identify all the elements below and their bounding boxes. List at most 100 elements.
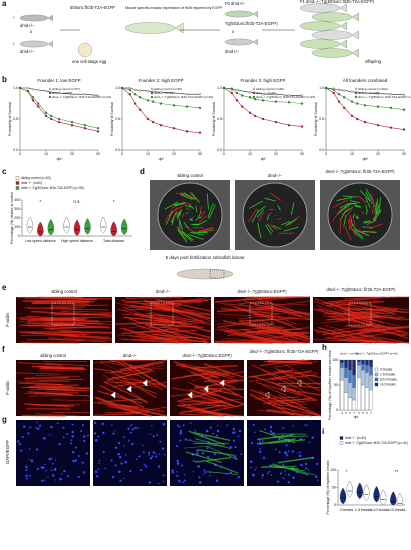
nucleus (114, 446, 118, 449)
fish-tail (47, 40, 53, 48)
legend-label: sibling control (n=60) (256, 87, 284, 91)
track (164, 208, 173, 223)
stain-label: DAPI/EGFP (5, 440, 10, 464)
significance: * (113, 199, 115, 204)
track (185, 226, 195, 233)
column-title: dmd−/−;Tg(503unc: flr2b-T2A-EGFP) (326, 287, 396, 292)
fiber (191, 367, 236, 381)
y-tick-label: 1.0 (115, 86, 120, 90)
track (343, 195, 358, 198)
point (198, 106, 202, 109)
track (277, 218, 282, 221)
nucleus (29, 426, 32, 428)
fiber (336, 301, 395, 314)
fiber (119, 364, 164, 376)
x-tick-label: 10 (350, 152, 354, 156)
fiber (60, 311, 113, 316)
bar-segment (365, 364, 369, 373)
fish-tail (47, 14, 53, 22)
y-tick-label: 0.5 (13, 117, 18, 121)
nucleus (238, 429, 242, 433)
fiber (195, 438, 232, 450)
nucleus (69, 442, 72, 445)
nucleus (63, 469, 66, 473)
fiber (29, 403, 74, 406)
fiber (206, 445, 239, 460)
nucleus (72, 459, 75, 463)
point (70, 120, 74, 124)
point (248, 111, 252, 114)
arrowhead (142, 379, 148, 387)
nucleus (189, 439, 191, 441)
track (374, 209, 382, 221)
nucleus (252, 423, 255, 426)
point (254, 98, 257, 101)
nucleus (183, 473, 186, 476)
fiber (104, 411, 150, 414)
x-axis-label: dpf (57, 157, 62, 161)
arrowhead (126, 385, 132, 393)
track (173, 202, 185, 206)
nucleus (74, 446, 78, 449)
track (374, 201, 377, 215)
nucleus (229, 445, 232, 449)
track (179, 220, 183, 231)
point (198, 131, 202, 134)
track (165, 211, 173, 225)
legend-label: dmd−/−;Tg(503unc: flr2b-T2A-EGFP) (n=65) (358, 95, 411, 99)
fiber (197, 449, 234, 456)
fiber (249, 393, 295, 416)
point (37, 88, 40, 92)
fiber (119, 404, 164, 417)
nucleus (114, 464, 117, 467)
point (26, 89, 29, 93)
nucleus (87, 434, 89, 437)
fiber (115, 382, 160, 388)
nucleus (20, 449, 23, 452)
y-tick-label: 0.0 (319, 148, 324, 152)
violin (390, 491, 397, 506)
nucleus (101, 422, 104, 426)
panel-a-text: dmd+/− (225, 49, 240, 54)
nucleus (182, 424, 185, 427)
bar-segment (352, 359, 356, 376)
fiber (272, 463, 309, 476)
point (235, 91, 239, 95)
fiber (121, 327, 180, 335)
nucleus (315, 475, 318, 478)
fiber (48, 393, 91, 397)
track (283, 226, 299, 232)
nucleus (38, 424, 42, 427)
bar-segment (369, 359, 373, 367)
fiber (31, 302, 90, 305)
nucleus (66, 433, 68, 436)
legend-swatch (252, 87, 256, 91)
track (199, 215, 208, 223)
panel-a-text: dmd+/− (20, 49, 35, 54)
track (356, 216, 359, 220)
point (96, 130, 100, 133)
point (133, 88, 137, 92)
arrowhead (203, 385, 209, 393)
nucleus (129, 425, 131, 427)
nucleus (112, 475, 115, 479)
track (365, 191, 373, 205)
track (352, 218, 356, 226)
track (189, 218, 193, 221)
nucleus (179, 439, 182, 442)
bar-segment (357, 359, 361, 362)
point (287, 94, 291, 97)
nucleus (122, 445, 125, 447)
nucleus (117, 452, 120, 456)
fiber (277, 456, 315, 464)
legend-swatch (15, 176, 20, 180)
nucleus (48, 457, 52, 461)
nucleus (110, 459, 113, 462)
nucleus (256, 442, 260, 445)
fiber (21, 414, 67, 417)
y-tick-label: 100 (332, 358, 338, 362)
legend-swatch (15, 186, 20, 190)
nucleus (37, 427, 40, 430)
fiber (38, 369, 83, 372)
legend-swatch (374, 367, 379, 372)
